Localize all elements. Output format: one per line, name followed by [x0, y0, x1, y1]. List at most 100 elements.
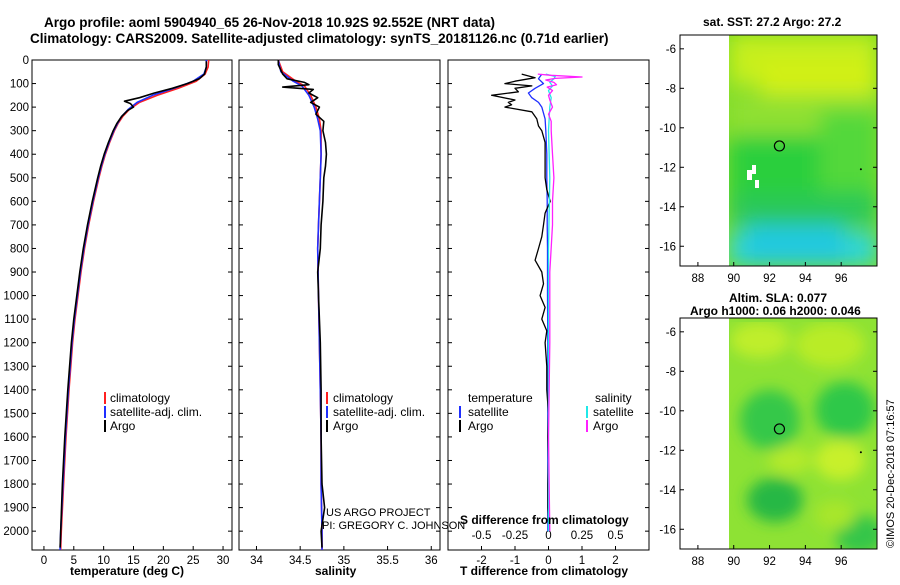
map-x-tick-label: 92	[763, 556, 776, 568]
x-tick-label: -1	[510, 555, 520, 567]
credit-project: US ARGO PROJECT	[326, 507, 431, 519]
sst-map-axes: -6 -8 -10 -12 -14 -16 88 90 92 94 96	[659, 34, 878, 285]
sst-map-field	[729, 35, 877, 266]
sla-map-island-marker	[859, 451, 862, 454]
legend-label-climatology: climatology	[110, 391, 170, 405]
y-tick-label: 1400	[3, 385, 29, 397]
temperature-series-argo	[59, 61, 208, 548]
s-x-tick-label: 0.5	[608, 530, 624, 542]
x-tick-label: 5	[71, 555, 77, 567]
x-tick-label: 1	[579, 555, 585, 567]
salinity-panel: 34 34.5 35 35.5 36	[238, 59, 441, 567]
y-tick-label: 800	[10, 243, 29, 255]
map-x-tick-label: 88	[692, 273, 705, 285]
x-tick-label: 35.5	[376, 555, 398, 567]
s-x-tick-label: -0.5	[472, 530, 492, 542]
map-x-tick-label: 94	[799, 556, 812, 568]
sla-map-field	[729, 318, 877, 549]
sst-map-title: sat. SST: 27.2 Argo: 27.2	[703, 15, 842, 29]
legend-swatch-s-argo	[586, 420, 588, 432]
map-y-tick-label: -14	[659, 485, 676, 497]
temperature-plot-frame	[31, 59, 233, 551]
legend-swatch-satellite	[326, 406, 328, 418]
legend-label-satellite: satellite-adj. clim.	[110, 405, 202, 419]
y-tick-label: 1800	[3, 479, 29, 491]
map-y-tick-label: -12	[659, 445, 676, 457]
x-tick-label: 36	[425, 555, 438, 567]
sst-map-frame	[679, 34, 878, 267]
legend-swatch-t-satellite	[459, 406, 461, 418]
map-x-tick-label: 88	[692, 556, 705, 568]
map-x-tick-label: 92	[763, 273, 776, 285]
salinity-series-argo	[277, 60, 328, 548]
s-x-tick-label: -0.25	[502, 530, 528, 542]
legend-label-climatology: climatology	[333, 391, 393, 405]
sst-map-island-marker	[859, 168, 862, 171]
y-tick-label: 200	[10, 102, 29, 114]
map-x-tick-label: 94	[799, 273, 812, 285]
s-x-tick-label: 0	[545, 530, 551, 542]
x-tick-label: 10	[97, 555, 110, 567]
x-tick-label: 15	[127, 555, 140, 567]
y-tick-label: 1900	[3, 503, 29, 515]
map-y-tick-label: -6	[666, 327, 676, 339]
map-x-tick-label: 96	[835, 273, 848, 285]
credit-pi: PI: GREGORY C. JOHNSON	[322, 520, 465, 532]
legend-swatch-argo	[104, 420, 106, 432]
temperature-series-satellite-adj-clim	[59, 60, 208, 551]
y-tick-label: 600	[10, 196, 29, 208]
t-difference-axis-label: T difference from climatology	[460, 564, 628, 578]
figure-title-line1: Argo profile: aoml 5904940_65 26-Nov-201…	[44, 15, 495, 30]
sla-map-frame	[679, 317, 878, 550]
map-y-tick-label: -10	[659, 123, 676, 135]
legend-swatch-argo	[326, 420, 328, 432]
map-y-tick-label: -16	[659, 241, 676, 253]
x-tick-label: 34	[250, 555, 263, 567]
x-tick-label: 34.5	[289, 555, 311, 567]
y-tick-label: 1200	[3, 338, 29, 350]
legend-title-salinity: salinity	[595, 391, 632, 405]
x-tick-label: 2	[612, 555, 618, 567]
temperature-legend: climatology satellite-adj. clim. Argo	[104, 391, 202, 433]
legend-label-satellite: satellite-adj. clim.	[333, 405, 425, 419]
y-tick-label: 1700	[3, 455, 29, 467]
sla-map-axes: -6 -8 -10 -12 -14 -16 88 90 92 94 96	[659, 317, 878, 568]
map-y-tick-label: -14	[659, 202, 676, 214]
y-tick-label: 100	[10, 79, 29, 91]
y-tick-label: 1600	[3, 432, 29, 444]
legend-title-temperature: temperature	[468, 391, 533, 405]
x-tick-label: 35	[337, 555, 350, 567]
map-x-tick-label: 90	[727, 556, 740, 568]
salinity-series-climatology	[277, 59, 323, 550]
legend-swatch-s-satellite	[586, 406, 588, 418]
y-tick-label: 1300	[3, 361, 29, 373]
temperature-axis-label: temperature (deg C)	[70, 564, 184, 578]
difference-legend: temperature satellite Argo salinity sate…	[459, 391, 634, 433]
sst-map-argo-marker	[773, 140, 786, 152]
map-x-tick-label: 90	[727, 273, 740, 285]
map-y-tick-label: -6	[666, 44, 676, 56]
x-tick-label: -2	[476, 555, 486, 567]
difference-series-t-satellite	[527, 73, 549, 532]
s-x-tick-label: 0.25	[571, 530, 593, 542]
legend-swatch-climatology	[104, 392, 106, 404]
difference-series-t-argo	[490, 73, 551, 532]
map-y-tick-label: -8	[666, 83, 676, 95]
legend-label-argo: Argo	[333, 419, 359, 433]
legend-label-t-satellite: satellite	[468, 405, 509, 419]
x-tick-label: 30	[217, 555, 230, 567]
legend-label-t-argo: Argo	[468, 419, 494, 433]
sla-map-title-1: Altim. SLA: 0.077	[729, 291, 827, 305]
salinity-legend: climatology satellite-adj. clim. Argo	[326, 391, 425, 433]
salinity-series-satellite-adj-clim	[277, 59, 323, 550]
difference-panel: -2 -1 0 1 2 -0.5 -0.25 0 0.25 0.5	[447, 59, 650, 567]
y-tick-label: 500	[10, 173, 29, 185]
sla-map-title-2: Argo h1000: 0.06 h2000: 0.046	[690, 304, 861, 318]
y-tick-label: 1100	[4, 314, 29, 326]
map-y-tick-label: -10	[659, 406, 676, 418]
x-tick-label: 0	[41, 555, 47, 567]
figure-title-line2: Climatology: CARS2009. Satellite-adjuste…	[30, 31, 608, 46]
y-tick-label: 0	[23, 55, 29, 67]
salinity-axis-label: salinity	[315, 564, 357, 578]
